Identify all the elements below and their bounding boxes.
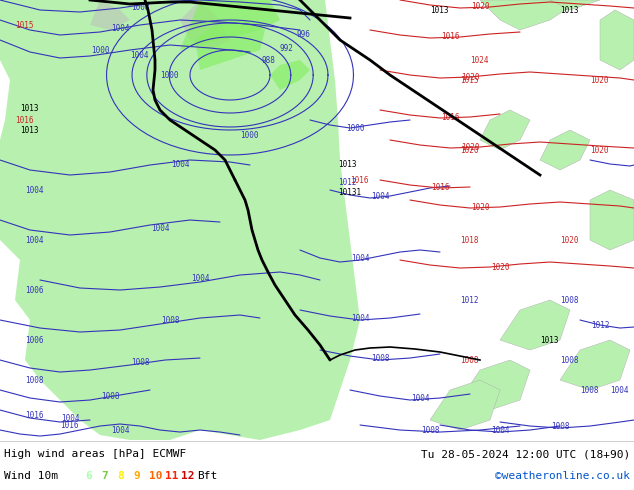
Text: 1020: 1020: [590, 75, 609, 84]
Text: 1020: 1020: [461, 73, 479, 81]
Text: 6: 6: [85, 471, 92, 481]
Polygon shape: [480, 110, 530, 150]
Text: 1004: 1004: [351, 314, 369, 322]
Polygon shape: [270, 60, 310, 90]
Text: ©weatheronline.co.uk: ©weatheronline.co.uk: [495, 471, 630, 481]
Text: 1004: 1004: [61, 414, 79, 422]
Text: Bft: Bft: [197, 471, 217, 481]
Text: 1000: 1000: [240, 130, 259, 140]
Text: 12: 12: [181, 471, 195, 481]
Text: 1004: 1004: [371, 192, 389, 200]
Text: 1004: 1004: [610, 386, 628, 394]
Text: 988: 988: [261, 55, 275, 65]
Text: 1004: 1004: [111, 425, 129, 435]
Text: 1004: 1004: [151, 223, 169, 233]
Text: 1006: 1006: [25, 286, 44, 294]
Text: 1008: 1008: [371, 353, 389, 363]
Text: 996: 996: [296, 30, 310, 39]
Text: 1020: 1020: [560, 236, 578, 245]
Text: 1008: 1008: [131, 2, 149, 11]
Polygon shape: [540, 130, 590, 170]
Text: Wind 10m: Wind 10m: [4, 471, 58, 481]
Text: 1016: 1016: [441, 31, 459, 41]
Text: 1020: 1020: [590, 146, 609, 154]
Text: 1013: 1013: [540, 336, 559, 344]
Polygon shape: [460, 360, 530, 410]
Text: 1020: 1020: [471, 1, 489, 10]
Polygon shape: [430, 380, 500, 430]
Polygon shape: [90, 0, 130, 30]
Text: 1012: 1012: [591, 320, 609, 329]
Text: 1016: 1016: [15, 116, 34, 124]
Text: 8: 8: [117, 471, 124, 481]
Text: 1008: 1008: [131, 358, 149, 367]
Text: 1008: 1008: [580, 386, 598, 394]
Text: 1016: 1016: [25, 411, 44, 419]
Polygon shape: [590, 190, 634, 250]
Text: 1015: 1015: [460, 75, 479, 84]
Text: 1008: 1008: [460, 356, 479, 365]
Text: 1004: 1004: [351, 253, 369, 263]
Polygon shape: [600, 10, 634, 70]
Text: 1015: 1015: [15, 21, 34, 29]
Text: 1004: 1004: [111, 24, 129, 32]
Text: 1016: 1016: [430, 182, 450, 192]
Text: 1024: 1024: [470, 55, 489, 65]
Text: 1013: 1013: [20, 125, 39, 135]
Polygon shape: [550, 0, 600, 10]
Text: 1004: 1004: [130, 50, 148, 59]
Text: 1013: 1013: [560, 5, 578, 15]
Polygon shape: [195, 20, 265, 70]
Text: 1020: 1020: [460, 146, 479, 154]
Text: 1004: 1004: [411, 393, 429, 402]
Text: 10131: 10131: [338, 188, 361, 196]
Text: 11: 11: [165, 471, 179, 481]
Text: 1008: 1008: [560, 356, 578, 365]
Text: 1008: 1008: [25, 375, 44, 385]
Text: 1013: 1013: [20, 103, 39, 113]
Polygon shape: [180, 0, 280, 50]
Text: 1016: 1016: [60, 420, 79, 430]
Text: 1008: 1008: [101, 392, 119, 400]
Text: 1008: 1008: [551, 421, 569, 431]
Text: 9: 9: [133, 471, 139, 481]
Text: 1000: 1000: [160, 71, 179, 79]
Text: 1018: 1018: [460, 236, 479, 245]
Text: 1008: 1008: [421, 425, 439, 435]
Text: 1004: 1004: [25, 236, 44, 245]
Text: 1004: 1004: [491, 425, 509, 435]
Text: 1000: 1000: [346, 123, 365, 132]
Text: 1020: 1020: [471, 202, 489, 212]
Polygon shape: [480, 0, 580, 30]
Text: 1016: 1016: [441, 113, 459, 122]
Text: 1020: 1020: [491, 263, 509, 271]
Text: 1000: 1000: [91, 46, 109, 54]
Text: 1004: 1004: [25, 186, 44, 195]
Text: 992: 992: [279, 44, 293, 53]
Text: 1006: 1006: [25, 336, 44, 344]
Polygon shape: [180, 0, 230, 50]
Text: 1012: 1012: [338, 177, 356, 187]
Text: 1020: 1020: [461, 143, 479, 151]
Text: High wind areas [hPa] ECMWF: High wind areas [hPa] ECMWF: [4, 449, 186, 459]
Text: 1012: 1012: [460, 295, 479, 304]
Text: Tu 28-05-2024 12:00 UTC (18+90): Tu 28-05-2024 12:00 UTC (18+90): [421, 449, 630, 459]
Text: 1016: 1016: [350, 175, 368, 185]
Text: 10: 10: [149, 471, 162, 481]
Polygon shape: [560, 340, 630, 390]
Text: 1008: 1008: [161, 316, 179, 324]
Text: 1004: 1004: [191, 273, 209, 283]
Text: 1008: 1008: [560, 295, 578, 304]
Text: 1004: 1004: [171, 160, 190, 169]
Text: 1013: 1013: [430, 5, 448, 15]
Polygon shape: [0, 0, 360, 440]
Text: 7: 7: [101, 471, 108, 481]
Text: 1013: 1013: [338, 160, 356, 169]
Polygon shape: [500, 300, 570, 350]
